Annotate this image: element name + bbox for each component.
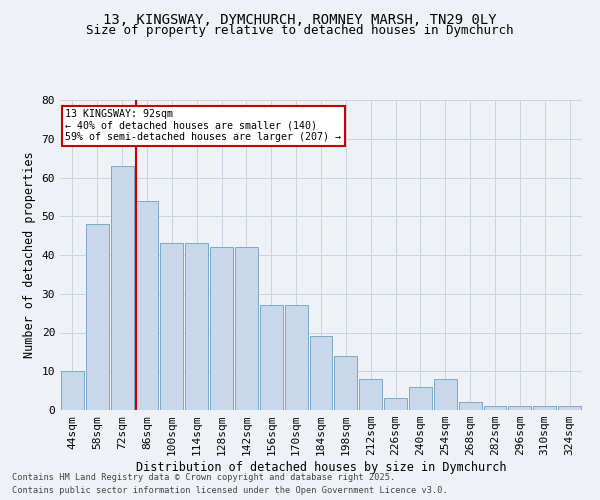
Text: Size of property relative to detached houses in Dymchurch: Size of property relative to detached ho…	[86, 24, 514, 37]
Bar	[508, 406, 531, 410]
Y-axis label: Number of detached properties: Number of detached properties	[23, 152, 36, 358]
Bar	[558, 406, 581, 410]
Bar	[61, 371, 84, 410]
Bar	[86, 224, 109, 410]
Bar	[260, 306, 283, 410]
Bar	[459, 402, 482, 410]
Bar	[484, 406, 506, 410]
Bar	[434, 379, 457, 410]
Bar	[384, 398, 407, 410]
Text: 13, KINGSWAY, DYMCHURCH, ROMNEY MARSH, TN29 0LY: 13, KINGSWAY, DYMCHURCH, ROMNEY MARSH, T…	[103, 12, 497, 26]
Bar	[334, 356, 357, 410]
Bar	[185, 244, 208, 410]
Bar	[235, 247, 258, 410]
Text: 13 KINGSWAY: 92sqm
← 40% of detached houses are smaller (140)
59% of semi-detach: 13 KINGSWAY: 92sqm ← 40% of detached hou…	[65, 110, 341, 142]
Text: Contains HM Land Registry data © Crown copyright and database right 2025.: Contains HM Land Registry data © Crown c…	[12, 474, 395, 482]
Bar	[111, 166, 134, 410]
Bar	[409, 387, 432, 410]
Bar	[136, 200, 158, 410]
Bar	[310, 336, 332, 410]
X-axis label: Distribution of detached houses by size in Dymchurch: Distribution of detached houses by size …	[136, 461, 506, 474]
Bar	[210, 247, 233, 410]
Bar	[359, 379, 382, 410]
Bar	[285, 306, 308, 410]
Bar	[533, 406, 556, 410]
Bar	[160, 244, 183, 410]
Text: Contains public sector information licensed under the Open Government Licence v3: Contains public sector information licen…	[12, 486, 448, 495]
